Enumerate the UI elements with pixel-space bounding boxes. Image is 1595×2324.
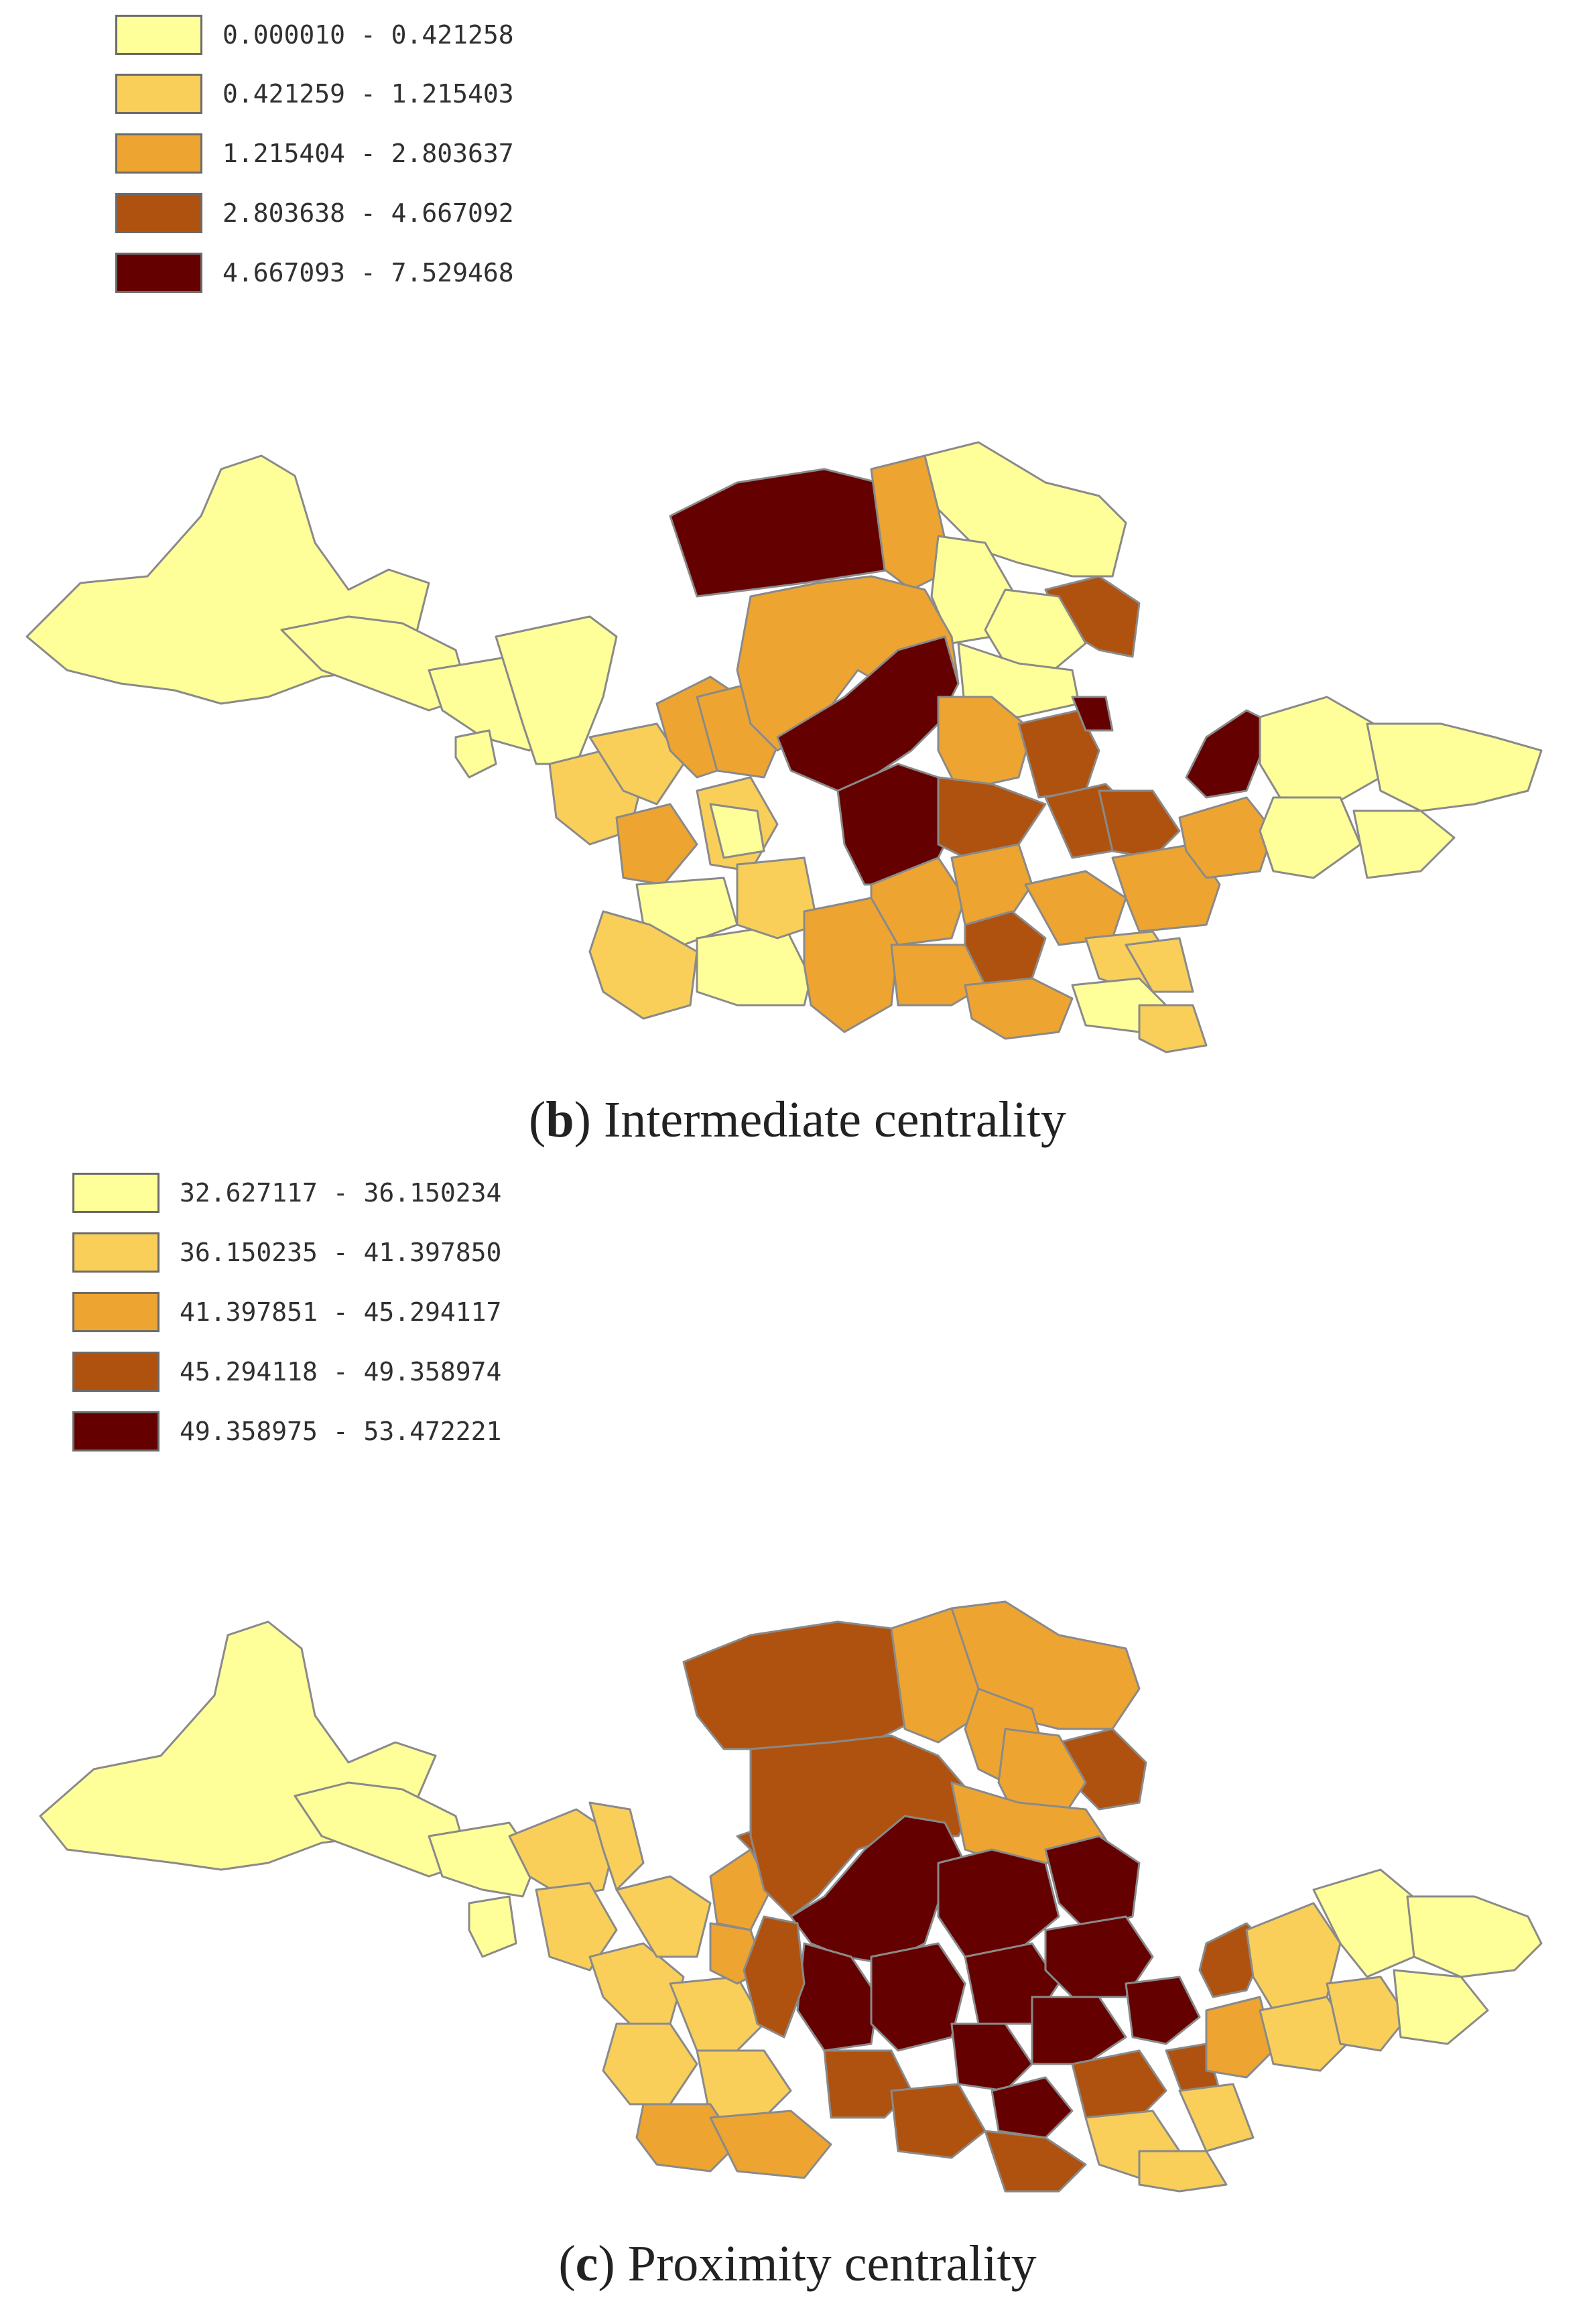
legend-range-label: 36.150235 - 41.397850 — [180, 1238, 502, 1267]
legend-range-label: 49.358975 - 53.472221 — [180, 1417, 502, 1446]
region-central-dark-11 — [991, 2076, 1074, 2139]
region-island — [468, 1895, 517, 1958]
caption-letter: b — [546, 1092, 574, 1148]
region-east-3 — [1259, 796, 1362, 879]
region-cw-5 — [635, 877, 739, 946]
region-central-dark-3 — [870, 1942, 966, 2052]
region-w-1 — [508, 1808, 618, 1898]
choropleth-map-panel-c — [39, 1600, 1543, 2193]
region-cw-3 — [615, 803, 698, 886]
legend-range-label: 0.000010 - 0.421258 — [222, 20, 514, 50]
region-cw-9 — [709, 803, 765, 859]
region-cw-2 — [588, 722, 685, 805]
legend-swatch — [115, 133, 202, 174]
region-central-dark-10 — [1125, 1976, 1201, 2045]
region-west-corridor-2 — [428, 1821, 537, 1898]
region-central-dark-4 — [937, 1848, 1060, 1958]
region-south-4 — [1205, 1996, 1275, 2079]
legend-range-label: 0.421259 - 1.215403 — [222, 79, 514, 109]
caption-text: Intermediate centrality — [603, 1092, 1066, 1148]
region-cw-10 — [736, 856, 819, 940]
region-central-6 — [1098, 789, 1181, 859]
region-central-dark-2 — [796, 1942, 879, 2052]
region-central-dark-5 — [1044, 1835, 1141, 1931]
region-north-brown — [682, 1620, 913, 1750]
region-ring-5 — [1071, 2049, 1167, 2119]
region-cw-7 — [696, 923, 812, 1007]
region-east-2 — [1259, 696, 1382, 805]
region-east-5 — [1352, 810, 1456, 879]
caption-letter: c — [575, 2236, 598, 2292]
legend-swatch — [72, 1292, 160, 1332]
region-w-5 — [615, 1875, 712, 1958]
caption-panel-b: (b) Intermediate centrality — [529, 1092, 1066, 1148]
region-south-3 — [1125, 937, 1194, 993]
region-w-6 — [602, 2022, 698, 2106]
region-cw-6 — [588, 910, 698, 1020]
caption-text: Proximity centrality — [627, 2236, 1037, 2292]
region-central-4 — [1071, 696, 1114, 732]
region-central-2 — [937, 776, 1047, 859]
legend-range-label: 2.803638 - 4.667092 — [222, 198, 514, 228]
region-south-2 — [1138, 2150, 1228, 2193]
region-ring-1 — [743, 1915, 806, 2039]
region-w-11 — [709, 1848, 772, 1931]
legend-swatch — [72, 1411, 160, 1451]
region-ring-3 — [890, 2083, 986, 2159]
legend-swatch — [72, 1232, 160, 1273]
region-east-4 — [1326, 1976, 1409, 2052]
region-central-15 — [964, 977, 1074, 1040]
region-w-2 — [535, 1882, 618, 1972]
region-west-corridor-3 — [495, 615, 618, 765]
region-east-6 — [1393, 1969, 1489, 2045]
choropleth-map-panel-b — [25, 441, 1543, 1053]
region-ring-4 — [984, 2130, 1087, 2193]
region-central-10 — [1024, 870, 1127, 946]
region-island — [454, 729, 497, 779]
region-east-1 — [1178, 796, 1275, 879]
region-central-8 — [950, 843, 1033, 926]
legend-swatch — [115, 15, 202, 55]
legend-range-label: 4.667093 - 7.529468 — [222, 258, 514, 287]
legend-swatch — [115, 193, 202, 233]
region-south-3 — [1178, 2083, 1255, 2152]
region-central-dark-8 — [950, 2022, 1033, 2092]
region-south-2 — [1138, 1004, 1208, 1053]
region-east-5 — [1406, 1895, 1543, 1978]
legend-range-label: 45.294118 - 49.358974 — [180, 1357, 502, 1386]
region-east-1 — [1245, 1902, 1342, 2012]
legend-swatch — [115, 253, 202, 293]
legend-range-label: 32.627117 - 36.150234 — [180, 1178, 502, 1208]
region-east-dark — [1185, 709, 1275, 799]
region-central-dark-7 — [1044, 1915, 1154, 1998]
legend-range-label: 41.397851 - 45.294117 — [180, 1297, 502, 1327]
region-central-dark-9 — [1031, 1996, 1127, 2065]
legend-swatch — [72, 1352, 160, 1392]
region-w-10 — [709, 2110, 832, 2179]
legend-swatch — [115, 74, 202, 114]
caption-panel-c: (c) Proximity centrality — [558, 2236, 1037, 2292]
legend-range-label: 1.215404 - 2.803637 — [222, 139, 514, 168]
region-east-3 — [1259, 1996, 1355, 2072]
region-central-13 — [803, 897, 899, 1033]
region-w-3 — [588, 1801, 645, 1891]
region-central-3 — [1017, 709, 1100, 799]
region-east-4 — [1366, 722, 1543, 812]
region-central-1 — [937, 696, 1033, 792]
legend-swatch — [72, 1173, 160, 1213]
